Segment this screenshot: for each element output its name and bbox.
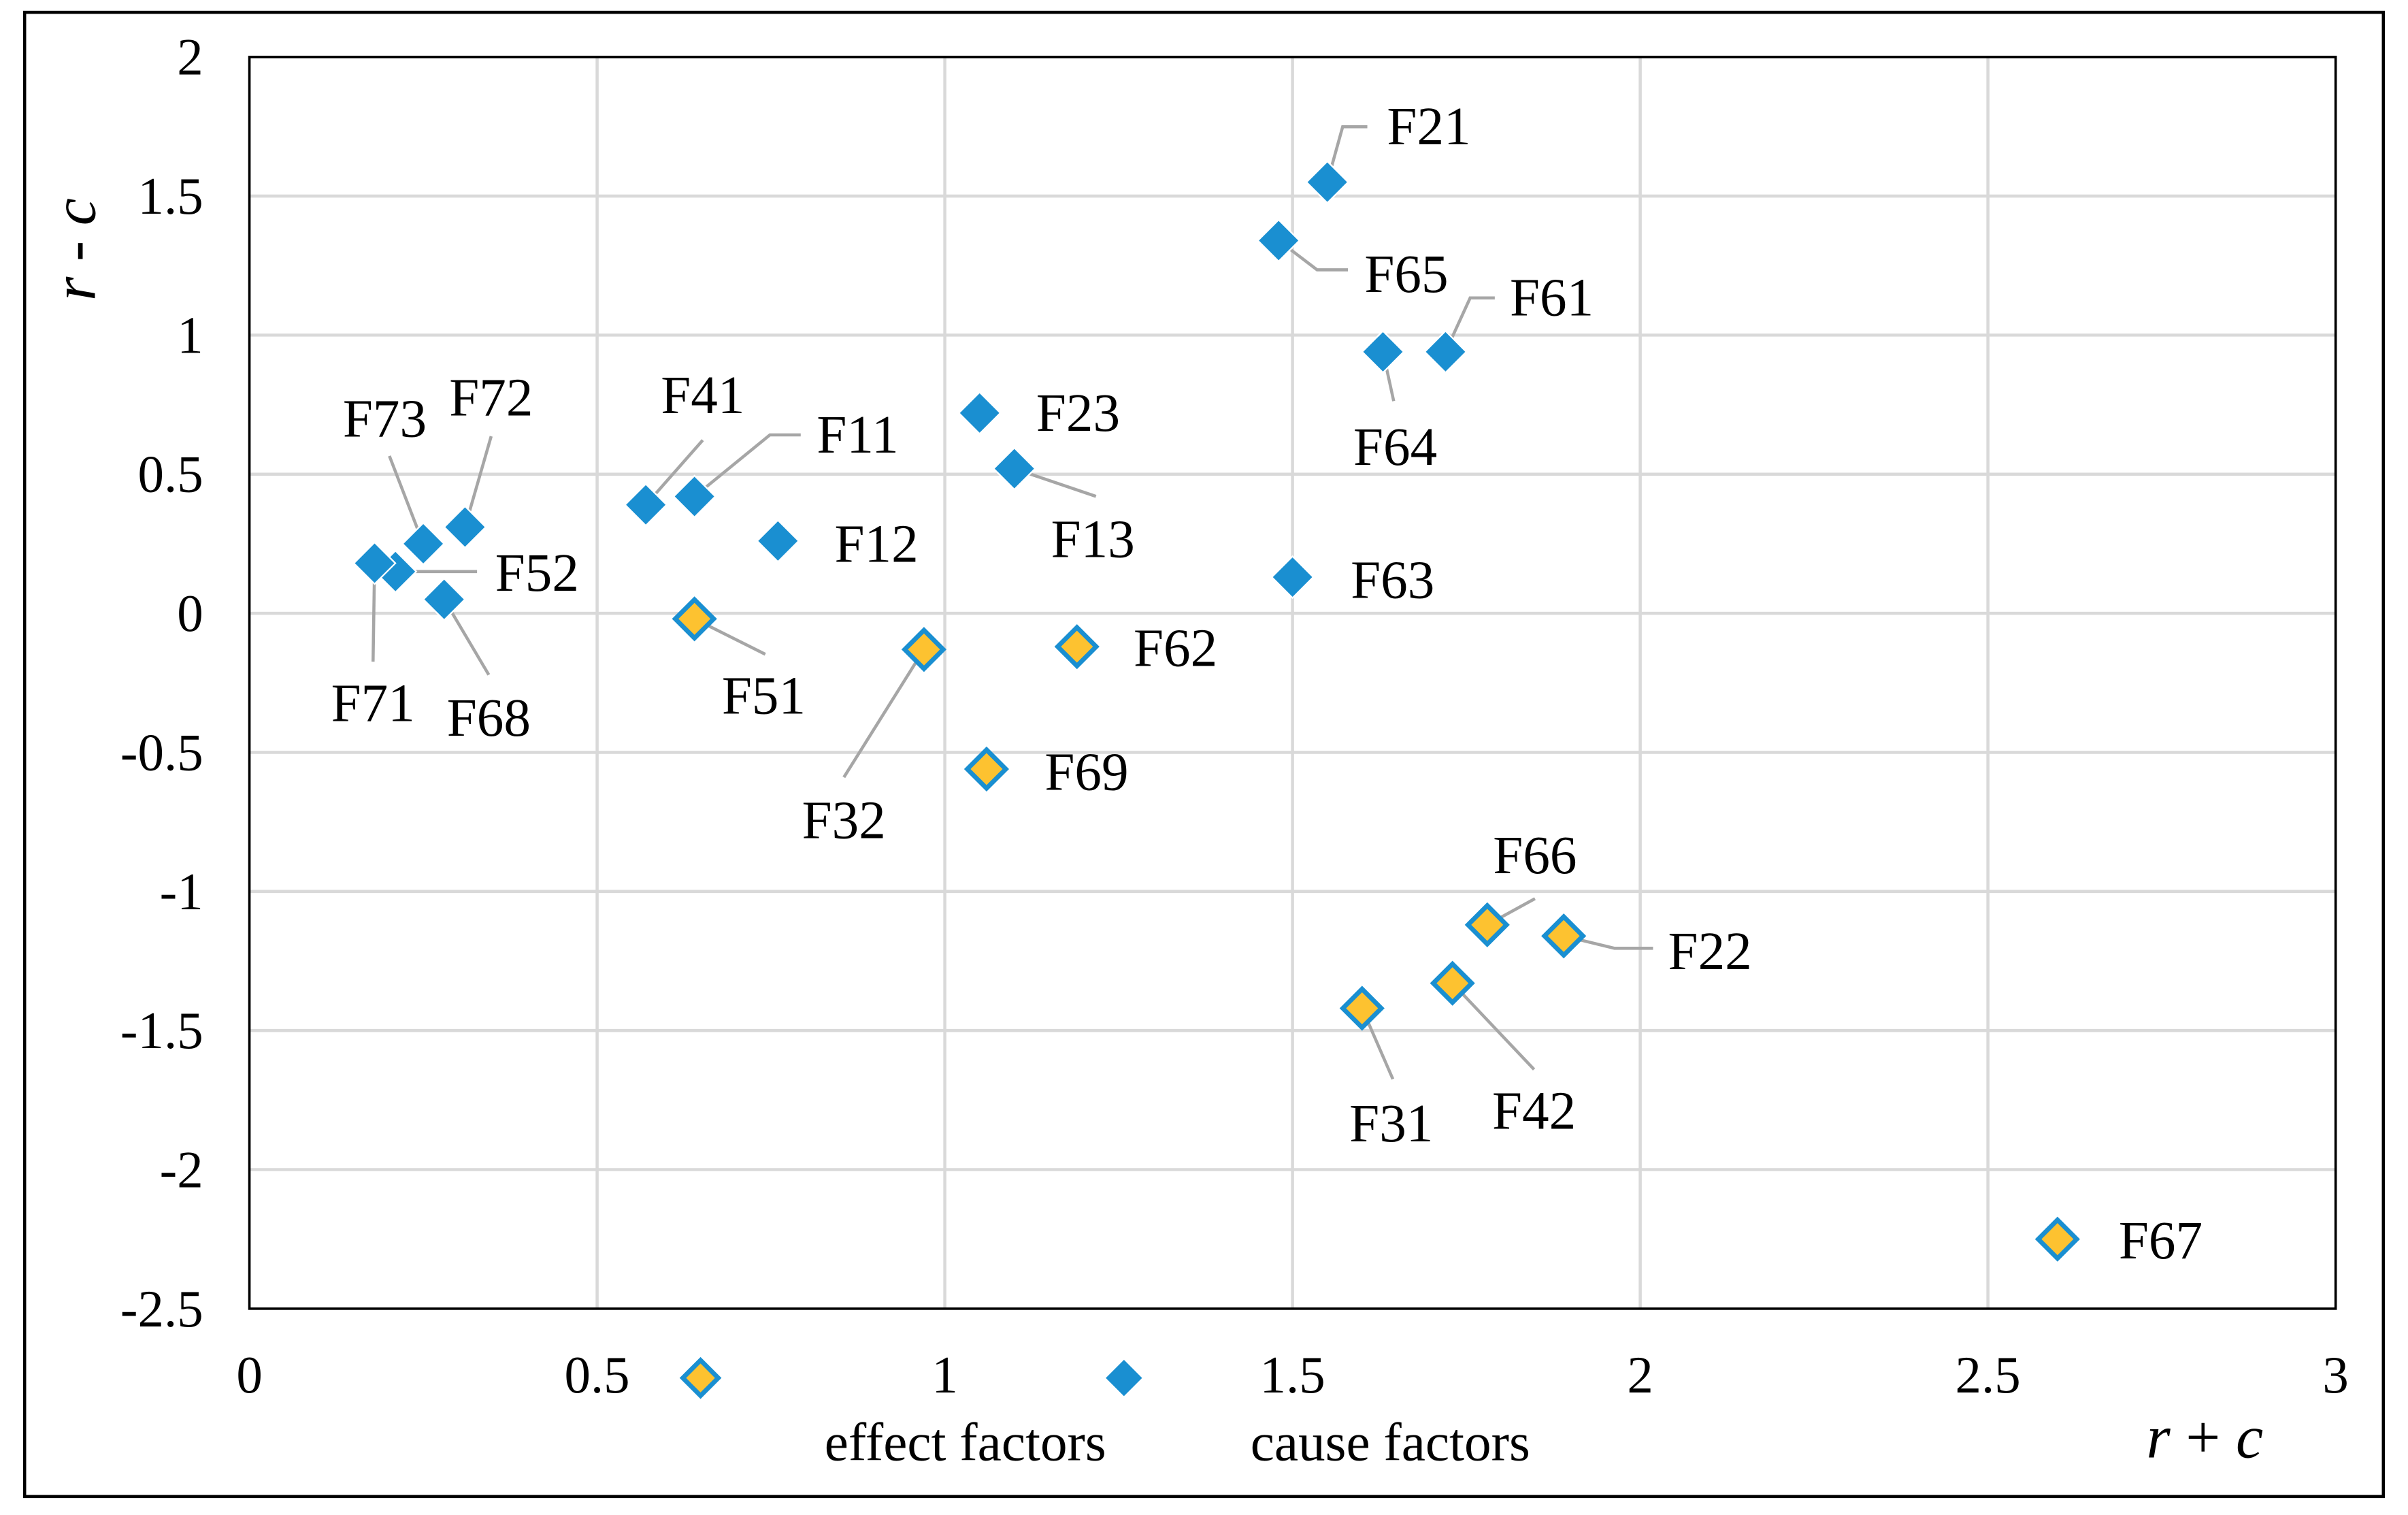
legend-marker-cause-factors (1103, 1357, 1144, 1399)
point-label-f52: F52 (495, 543, 579, 603)
cause-factors-point-f41 (623, 483, 668, 527)
y-tick-label: -1.5 (120, 1001, 203, 1060)
axis-title-part: c (2236, 1402, 2263, 1471)
point-label-f23: F23 (1036, 383, 1120, 443)
axis-title-part (39, 261, 108, 277)
point-label-f72: F72 (449, 368, 533, 427)
x-tick-label: 1.5 (1260, 1346, 1325, 1404)
point-label-f13: F13 (1051, 510, 1135, 570)
effect-factors-point-f51 (672, 596, 717, 642)
cause-factors-point-f23 (957, 391, 1002, 435)
point-label-f11: F11 (817, 405, 898, 465)
x-tick-label: 2.5 (1956, 1346, 2021, 1404)
axis-title-part (2171, 1402, 2186, 1471)
point-label-f71: F71 (331, 673, 415, 733)
point-label-f41: F41 (661, 365, 744, 425)
point-label-f31: F31 (1349, 1094, 1433, 1154)
cause-factors-point-f11 (672, 474, 716, 519)
y-tick-label: -1 (160, 862, 203, 921)
x-tick-label: 0.5 (565, 1346, 630, 1404)
gridlines (249, 56, 2336, 1309)
legend: effect factors cause factors (679, 1356, 1530, 1473)
plot-area-border (248, 55, 2337, 1310)
axis-tick-labels: 0 0.5 1 1.5 2 2.5 3 2 1.5 1 0.5 0 -0.5 -1 -1.5 -2 -2.5 (120, 28, 2349, 1404)
axis-title-part (39, 225, 108, 241)
y-tick-label: 0 (177, 584, 203, 642)
point-label-f68: F68 (447, 688, 531, 748)
y-tick-label: 1 (177, 306, 203, 364)
x-tick-label: 0 (236, 1346, 262, 1404)
axis-title-part: - (39, 241, 108, 261)
point-label-f61: F61 (1510, 268, 1594, 328)
cause-factors-point-f63 (1270, 555, 1315, 600)
cause-factors-point-f65 (1257, 218, 1301, 263)
point-label-f62: F62 (1134, 618, 1217, 678)
leader-line-f42 (1451, 982, 1536, 1071)
cause-factors-point-f73 (401, 521, 446, 566)
axis-title-part: r (39, 276, 108, 301)
cause-factors-point-f71 (352, 541, 397, 585)
effect-factors-point-f31 (1339, 985, 1385, 1031)
y-tick-label: 1.5 (138, 167, 203, 225)
effect-factors-point-f42 (1430, 960, 1475, 1006)
cause-factors-point-f72 (443, 505, 487, 549)
x-tick-label: 2 (1627, 1346, 1653, 1404)
point-label-f21: F21 (1387, 97, 1470, 157)
effect-factors-point-f62 (1054, 624, 1100, 670)
axis-titles: r + cr - c (39, 198, 2263, 1471)
leader-line-f61 (1444, 296, 1495, 353)
leader-line-f32 (842, 649, 925, 779)
point-label-f65: F65 (1364, 244, 1448, 304)
y-tick-label: -0.5 (120, 723, 203, 781)
x-axis-title: r + c (2146, 1402, 2263, 1471)
data-points (352, 160, 2080, 1262)
effect-factors-point-f22 (1541, 913, 1587, 959)
legend-label-cause-factors: cause factors (1251, 1413, 1530, 1473)
cause-factors-point-f68 (422, 577, 466, 621)
y-axis-title: r - c (39, 198, 108, 301)
point-label-f51: F51 (722, 666, 806, 726)
legend-label-effect-factors: effect factors (825, 1413, 1106, 1473)
effect-factors-point-f67 (2034, 1216, 2080, 1262)
leader-line-f11 (693, 433, 801, 498)
point-label-f69: F69 (1044, 743, 1128, 802)
leader-line-f21 (1325, 125, 1368, 183)
effect-factors-point-f66 (1464, 902, 1510, 947)
point-label-f12: F12 (835, 514, 919, 574)
axis-title-part: + (2186, 1402, 2220, 1471)
point-label-f73: F73 (343, 389, 427, 449)
axis-title-part (2220, 1402, 2236, 1471)
leader-line-f65 (1277, 239, 1348, 272)
x-tick-label: 1 (931, 1346, 957, 1404)
point-labels: F22 F31 F32 F42 F51 F62 F66 F67 F69 F11 F12 F13 F21 F… (331, 97, 2203, 1271)
cause-factors-point-f61 (1423, 329, 1468, 374)
effect-factors-point-f32 (901, 627, 947, 672)
cause-factors-point-f12 (756, 519, 800, 563)
axis-title-part: r (2146, 1402, 2171, 1471)
cause-factors-point-f64 (1361, 329, 1405, 374)
y-tick-label: -2 (160, 1141, 203, 1199)
y-tick-label: 2 (177, 28, 203, 86)
point-label-f67: F67 (2119, 1211, 2203, 1271)
point-label-f42: F42 (1492, 1081, 1576, 1141)
legend-marker-effect-factors (679, 1356, 722, 1399)
point-label-f64: F64 (1353, 417, 1437, 477)
y-tick-label: 0.5 (138, 445, 203, 504)
point-label-f22: F22 (1668, 922, 1752, 981)
y-tick-label: -2.5 (120, 1280, 203, 1338)
cause-factors-point-f13 (992, 446, 1036, 491)
effect-factors-point-f69 (963, 746, 1010, 792)
point-label-f63: F63 (1351, 551, 1434, 610)
point-label-f32: F32 (802, 790, 886, 850)
axis-title-part: c (39, 198, 108, 225)
cause-factors-point-f21 (1305, 160, 1349, 204)
x-tick-label: 3 (2322, 1346, 2348, 1404)
chart-frame (22, 10, 2386, 1499)
point-label-f66: F66 (1493, 826, 1577, 885)
